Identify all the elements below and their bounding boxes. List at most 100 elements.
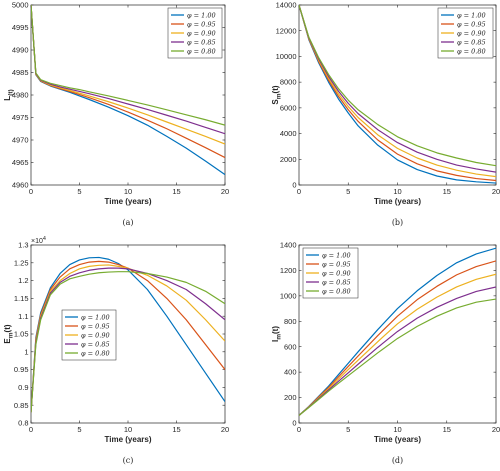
y-tick-label: 0.9 xyxy=(18,383,28,392)
x-tick-label: 20 xyxy=(221,187,229,196)
y-axis-label-tail: (t) xyxy=(3,324,12,332)
legend-label-5: φ = 0.80 xyxy=(187,47,216,55)
y-tick-label: 10000 xyxy=(276,52,297,61)
y-tick-label: 4990 xyxy=(12,46,29,55)
y-axis-label-main: L xyxy=(3,96,12,101)
y-tick-label: 400 xyxy=(284,368,297,377)
series-line-5 xyxy=(31,271,225,413)
x-tick-label: 15 xyxy=(172,187,180,196)
x-tick-label: 10 xyxy=(124,187,132,196)
series-line-2 xyxy=(299,5,496,182)
legend-label-3: φ = 0.90 xyxy=(457,29,486,37)
y-axis-label-main: I xyxy=(271,340,280,342)
legend-label-3: φ = 0.90 xyxy=(81,331,110,339)
legend-label-1: φ = 1.00 xyxy=(187,11,216,19)
y-tick-label: 5000 xyxy=(12,1,29,10)
y-tick-label: 4965 xyxy=(12,158,29,167)
y-axis-label: Em(t) xyxy=(3,324,15,343)
chart-panel-b: 0 5 10 15 20 0 2000 4000 6000 8000 10000 12000 14000… xyxy=(271,1,500,227)
x-axis-label: Time (years) xyxy=(105,435,152,444)
y-exponent-label: ×104 xyxy=(31,236,46,245)
y-tick-label: 14000 xyxy=(276,1,297,10)
y-tick-label: 0.95 xyxy=(14,365,29,374)
y-tick-label: 0 xyxy=(292,419,296,428)
x-tick-label: 0 xyxy=(297,187,301,196)
y-axis-label: L(t) xyxy=(3,89,15,100)
y-axis-label: Im(t) xyxy=(271,326,283,342)
chart-panel-c: 0 5 10 15 20 0.8 0.85 0.9 0.95 1 1.05 1.1 1.15 1.2 1.2… xyxy=(3,236,229,465)
series-line-4 xyxy=(299,286,496,416)
x-tick-label: 20 xyxy=(492,187,500,196)
x-tick-label: 5 xyxy=(346,425,350,434)
y-axis-label-main: S xyxy=(271,99,280,105)
y-tick-label: 800 xyxy=(284,317,297,326)
x-tick-label: 15 xyxy=(443,425,451,434)
legend-label-1: φ = 1.00 xyxy=(81,313,110,321)
y-tick-label: 1400 xyxy=(280,241,297,250)
x-tick-label: 0 xyxy=(29,425,33,434)
x-axis-label: Time (years) xyxy=(105,197,152,206)
panel-caption: (a) xyxy=(122,218,133,227)
y-tick-label: 4985 xyxy=(12,68,29,77)
legend: φ = 1.00φ = 0.95φ = 0.90φ = 0.85φ = 0.80 xyxy=(61,309,117,361)
y-tick-label: 6000 xyxy=(280,103,297,112)
y-tick-label: 8000 xyxy=(280,78,297,87)
legend-label-4: φ = 0.85 xyxy=(81,340,110,348)
y-tick-label: 1000 xyxy=(280,291,297,300)
legend-label-5: φ = 0.80 xyxy=(457,47,486,55)
legend-label-2: φ = 0.95 xyxy=(187,20,216,28)
x-axis-label: Time (years) xyxy=(374,435,421,444)
y-tick-label: 1.25 xyxy=(14,258,29,267)
y-tick-label: 1.15 xyxy=(14,294,29,303)
x-tick-label: 5 xyxy=(346,187,350,196)
series-line-1 xyxy=(31,256,225,413)
x-tick-label: 10 xyxy=(393,425,401,434)
series-line-5 xyxy=(299,5,496,167)
y-tick-label: 4980 xyxy=(12,91,29,100)
legend-label-4: φ = 0.85 xyxy=(457,38,486,46)
legend-label-2: φ = 0.95 xyxy=(322,260,351,268)
y-tick-label: 4975 xyxy=(12,113,29,122)
y-axis-label-sub: m xyxy=(8,332,15,338)
exponent-base: ×10 xyxy=(31,238,43,245)
exponent-power: 4 xyxy=(43,236,46,242)
x-tick-label: 0 xyxy=(29,187,33,196)
legend-label-2: φ = 0.95 xyxy=(81,322,110,330)
y-tick-label: 1.1 xyxy=(18,312,28,321)
y-tick-label: 1.2 xyxy=(18,276,28,285)
y-axis-label-tail: (t) xyxy=(271,85,280,93)
legend: φ = 1.00φ = 0.95φ = 0.90φ = 0.85φ = 0.80 xyxy=(437,7,494,59)
y-axis-label: Sm(t) xyxy=(271,85,283,104)
series-line-1 xyxy=(299,5,496,184)
x-tick-label: 20 xyxy=(492,425,500,434)
y-tick-label: 200 xyxy=(284,393,297,402)
x-tick-label: 0 xyxy=(297,425,301,434)
legend-label-3: φ = 0.90 xyxy=(187,29,216,37)
legend-label-4: φ = 0.85 xyxy=(187,38,216,46)
series-line-4 xyxy=(299,5,496,173)
x-tick-label: 20 xyxy=(221,425,229,434)
legend-label-1: φ = 1.00 xyxy=(457,11,486,19)
series-line-2 xyxy=(31,260,225,413)
panel-caption: (c) xyxy=(123,456,134,465)
legend-label-5: φ = 0.80 xyxy=(81,349,110,357)
y-axis-label-tail: (t) xyxy=(271,326,280,334)
y-tick-label: 4960 xyxy=(12,181,29,190)
y-tick-label: 4970 xyxy=(12,136,29,145)
y-tick-label: 0.85 xyxy=(14,401,29,410)
x-tick-label: 10 xyxy=(393,187,401,196)
legend-label-4: φ = 0.85 xyxy=(322,278,351,286)
y-tick-label: 4995 xyxy=(12,23,29,32)
series-line-5 xyxy=(31,5,225,126)
y-tick-label: 4000 xyxy=(280,129,297,138)
y-axis-label-sub: (t) xyxy=(8,89,15,96)
panel-caption: (b) xyxy=(392,218,403,227)
y-tick-label: 0 xyxy=(292,181,296,190)
series-line-3 xyxy=(299,273,496,416)
y-tick-label: 1 xyxy=(24,347,28,356)
y-tick-label: 12000 xyxy=(276,26,297,35)
y-tick-label: 1.3 xyxy=(18,241,28,250)
y-axis-label-sub: m xyxy=(276,334,283,340)
